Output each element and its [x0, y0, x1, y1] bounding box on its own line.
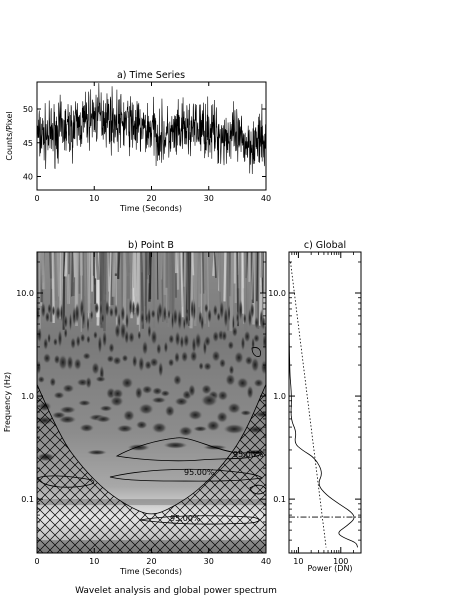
time-series-xtick: 30 [204, 194, 214, 203]
contour-label: 95.00% [184, 468, 215, 477]
global-ytick: 1.0 [273, 392, 286, 401]
time-series-xlabel: Time (Seconds) [119, 204, 182, 213]
time-series-panel: a) Time Series 0 10 20 30 40 40 45 50 Time (Sec… [5, 70, 271, 213]
significance-contour [251, 347, 261, 357]
global-frame [288, 251, 362, 554]
global-significance-line [290, 261, 327, 548]
significance-contour [249, 484, 266, 495]
time-series-xtick: 40 [261, 194, 271, 203]
significance-contour [139, 515, 260, 525]
time-series-ytick: 45 [23, 139, 33, 148]
global-spectrum-line [289, 261, 358, 548]
global-title: c) Global [304, 240, 346, 251]
time-series-xtick: 0 [34, 194, 39, 203]
wavelet-title: b) Point B [128, 240, 174, 251]
wavelet-xtick: 40 [261, 557, 271, 566]
cone-of-influence-hatch [37, 384, 266, 553]
wavelet-xlabel: Time (Seconds) [119, 567, 182, 576]
wavelet-panel: b) Point B 95.00% 95.00% 95.00% 0 10 20 30 4… [3, 240, 271, 576]
global-xlabel: Power (DN) [307, 564, 352, 573]
time-series-trace [37, 83, 266, 175]
significance-contour [109, 468, 263, 482]
time-series-ylabel: Counts/Pixel [5, 111, 14, 160]
global-ytick: 10.0 [268, 289, 286, 298]
wavelet-xtick: 30 [204, 557, 214, 566]
contour-label: 95.00% [170, 514, 201, 523]
wavelet-ytick: 0.1 [21, 495, 34, 504]
global-spectrum-panel: c) Global 10.0 1.0 0.1 10 100 Power (DN) [268, 240, 362, 573]
wavelet-ylabel: Frequency (Hz) [3, 372, 12, 432]
time-series-title: a) Time Series [117, 70, 185, 81]
cone-of-influence-line [37, 384, 266, 515]
global-xtick: 10 [293, 557, 303, 566]
time-series-xtick: 10 [89, 194, 99, 203]
time-series-xtick: 20 [146, 194, 156, 203]
significance-contour [37, 475, 95, 488]
wavelet-ytick: 1.0 [21, 392, 34, 401]
wavelet-xtick: 0 [34, 557, 39, 566]
significance-contour [115, 437, 263, 462]
wavelet-xtick: 20 [146, 557, 156, 566]
time-series-line [37, 83, 266, 175]
time-series-ytick: 40 [23, 173, 33, 182]
contour-label: 95.00% [233, 450, 264, 459]
time-series-ytick: 50 [23, 105, 33, 114]
figure-caption: Wavelet analysis and global power spectr… [75, 586, 277, 596]
global-ytick: 0.1 [273, 495, 286, 504]
global-xtick: 100 [333, 557, 348, 566]
wavelet-xtick: 10 [89, 557, 99, 566]
wavelet-ytick: 10.0 [16, 289, 34, 298]
